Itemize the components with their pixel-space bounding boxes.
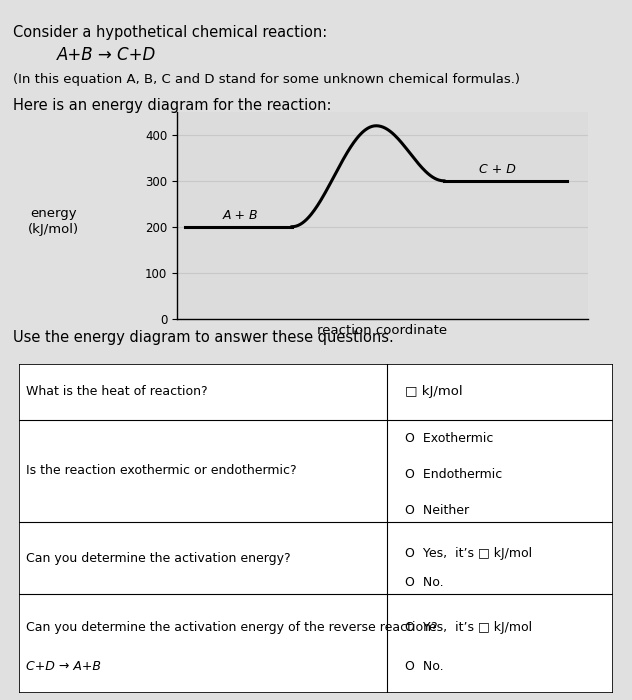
Text: C+D → A+B: C+D → A+B: [26, 660, 101, 673]
Text: energy: energy: [30, 207, 77, 220]
Text: Is the reaction exothermic or endothermic?: Is the reaction exothermic or endothermi…: [26, 464, 296, 477]
Text: (kJ/mol): (kJ/mol): [28, 223, 79, 236]
Text: A+B → C+D: A+B → C+D: [57, 46, 156, 64]
Text: A + B: A + B: [223, 209, 258, 222]
Text: Here is an energy diagram for the reaction:: Here is an energy diagram for the reacti…: [13, 98, 331, 113]
Text: O  Endothermic: O Endothermic: [405, 468, 502, 481]
Text: O  Yes,  it’s □ kJ/mol: O Yes, it’s □ kJ/mol: [405, 621, 532, 634]
Text: What is the heat of reaction?: What is the heat of reaction?: [26, 386, 208, 398]
X-axis label: reaction coordinate: reaction coordinate: [317, 324, 447, 337]
Text: O  Exothermic: O Exothermic: [405, 431, 494, 444]
Text: □ kJ/mol: □ kJ/mol: [405, 386, 463, 398]
Text: (In this equation A, B, C and D stand for some unknown chemical formulas.): (In this equation A, B, C and D stand fo…: [13, 74, 520, 87]
Text: Use the energy diagram to answer these questions.: Use the energy diagram to answer these q…: [13, 330, 393, 345]
Text: O  No.: O No.: [405, 660, 444, 673]
Text: O  Yes,  it’s □ kJ/mol: O Yes, it’s □ kJ/mol: [405, 547, 532, 560]
Text: O  Neither: O Neither: [405, 504, 469, 517]
Text: C + D: C + D: [479, 163, 516, 176]
Text: Consider a hypothetical chemical reaction:: Consider a hypothetical chemical reactio…: [13, 25, 327, 39]
Text: Can you determine the activation energy?: Can you determine the activation energy?: [26, 552, 291, 565]
Text: O  No.: O No.: [405, 576, 444, 589]
Text: Can you determine the activation energy of the reverse reaction?: Can you determine the activation energy …: [26, 621, 438, 634]
